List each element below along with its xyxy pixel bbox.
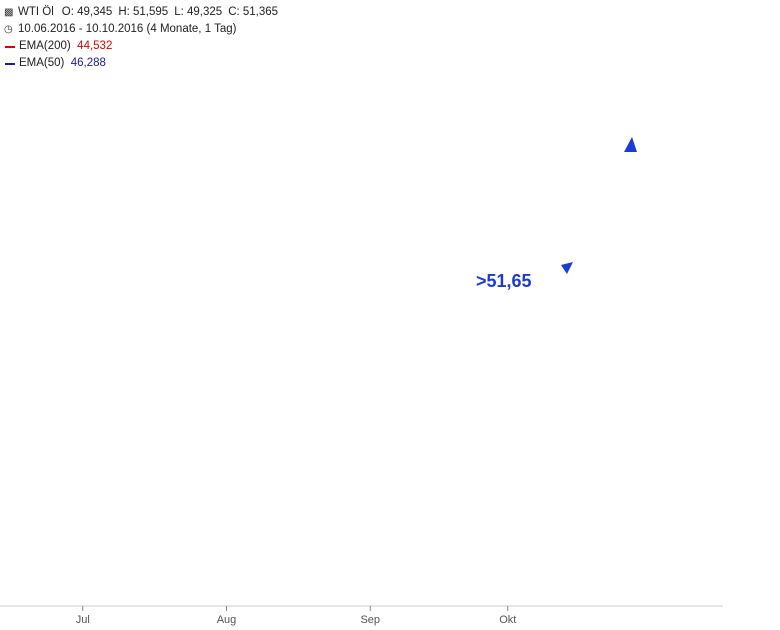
breakout-callout: >51,65 bbox=[476, 271, 532, 291]
low-value: 49,325 bbox=[187, 6, 223, 18]
low-label: L: bbox=[174, 6, 184, 18]
ema50-value: 46,288 bbox=[70, 57, 106, 69]
candlestick-icon: ▩ bbox=[4, 7, 14, 18]
x-tick-label: Aug bbox=[217, 614, 237, 626]
period-text: 10.06.2016 - 10.10.2016 (4 Monate, 1 Tag… bbox=[18, 23, 237, 35]
open-label: O: bbox=[61, 6, 74, 18]
ema50-swatch bbox=[5, 62, 15, 65]
projection-arrowhead-2 bbox=[624, 137, 637, 152]
legend-ema200-row: EMA(200) 44,532 bbox=[4, 38, 278, 55]
ema200-label: EMA(200) bbox=[19, 40, 71, 52]
chart-legend: ▩ WTI Öl O: 49,345 H: 51,595 L: 49,325 C… bbox=[4, 4, 278, 72]
close-value: 51,365 bbox=[242, 6, 279, 18]
open-value: 49,345 bbox=[77, 6, 113, 18]
high-label: H: bbox=[118, 6, 130, 18]
legend-period-row: ◷ 10.06.2016 - 10.10.2016 (4 Monate, 1 T… bbox=[4, 21, 278, 38]
x-tick-label: Jul bbox=[76, 614, 90, 626]
projection-arrowhead-1 bbox=[561, 262, 573, 274]
ema50-label: EMA(50) bbox=[19, 57, 65, 69]
clock-icon: ◷ bbox=[4, 24, 13, 35]
high-value: 51,595 bbox=[133, 6, 169, 18]
legend-ema50-row: EMA(50) 46,288 bbox=[4, 55, 278, 72]
ema200-value: 44,532 bbox=[77, 40, 113, 52]
x-tick-label: Okt bbox=[499, 614, 516, 626]
instrument-name: WTI Öl bbox=[18, 6, 54, 18]
legend-quote-row: ▩ WTI Öl O: 49,345 H: 51,595 L: 49,325 C… bbox=[4, 4, 278, 21]
ema200-swatch bbox=[5, 45, 15, 48]
close-label: C: bbox=[228, 6, 240, 18]
x-tick-label: Sep bbox=[360, 614, 380, 626]
